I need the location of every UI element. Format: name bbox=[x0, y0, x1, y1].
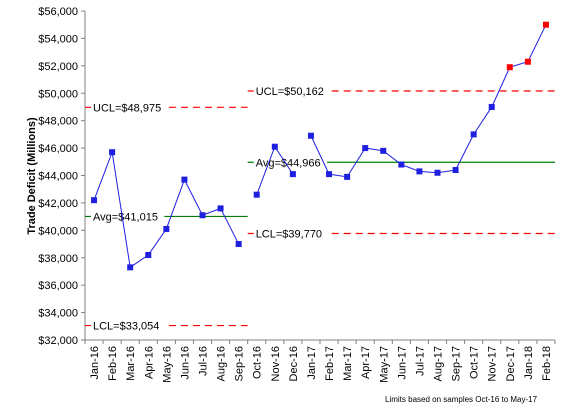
y-tick-label: $50,000 bbox=[38, 88, 78, 100]
x-tick-label: Feb-18 bbox=[541, 346, 553, 381]
data-point bbox=[181, 176, 188, 183]
y-tick-label: $38,000 bbox=[38, 253, 78, 265]
y-tick-label: $46,000 bbox=[38, 143, 78, 155]
x-tick-label: Sep-17 bbox=[451, 346, 463, 381]
x-tick-label: Dec-16 bbox=[288, 346, 300, 381]
data-point bbox=[145, 252, 152, 259]
x-tick-label: Apr-17 bbox=[360, 346, 372, 379]
data-point bbox=[217, 205, 224, 212]
x-axis: Jan-16 Feb-16 Mar-16 Apr-16 May-16 Jun-16 Jul-… bbox=[84, 339, 556, 383]
y-tick-label: $40,000 bbox=[38, 225, 78, 237]
data-point bbox=[235, 241, 242, 248]
y-tick-label: $36,000 bbox=[38, 280, 78, 292]
lcl-label: LCL=$39,770 bbox=[256, 228, 322, 240]
series-segment bbox=[310, 24, 547, 178]
x-tick-label: Mar-16 bbox=[125, 346, 137, 381]
y-tick-label: $44,000 bbox=[38, 171, 78, 183]
avg-label-bg bbox=[91, 208, 165, 224]
control-limits: UCL=$48,975 Avg=$41,015 LCL=$33,054 UCL=$50… bbox=[85, 83, 555, 333]
y-tick-label: $48,000 bbox=[38, 116, 78, 128]
y-tick-label: $42,000 bbox=[38, 198, 78, 210]
x-tick-label: May-17 bbox=[378, 346, 390, 383]
x-tick-label: Feb-17 bbox=[324, 346, 336, 381]
limits-note: Limits based on samples Oct-16 to May-17 bbox=[385, 395, 538, 404]
lcl-label-bg bbox=[253, 225, 327, 241]
data-point bbox=[271, 143, 278, 150]
signal-point bbox=[542, 21, 549, 28]
y-axis: $32,000 $34,000 $36,000 $38,000 $40,000 $42,0… bbox=[38, 6, 86, 347]
data-point bbox=[452, 167, 459, 174]
x-tick-label: Aug-17 bbox=[433, 346, 445, 381]
series-segment bbox=[256, 145, 294, 195]
data-point bbox=[488, 103, 495, 110]
ucl-label-bg bbox=[91, 99, 165, 115]
x-tick-label: Jun-17 bbox=[396, 346, 408, 380]
data-point bbox=[307, 132, 314, 139]
x-tick-label: Nov-17 bbox=[487, 346, 499, 381]
x-tick-label: Nov-16 bbox=[270, 346, 282, 381]
data-point bbox=[289, 171, 296, 178]
data-point bbox=[398, 161, 405, 168]
data-point bbox=[416, 168, 423, 175]
x-tick-label: Jun-16 bbox=[179, 346, 191, 380]
x-tick-label: Mar-17 bbox=[342, 346, 354, 381]
data-point bbox=[163, 225, 170, 232]
data-markers bbox=[91, 21, 549, 271]
data-point bbox=[253, 191, 260, 198]
y-tick-label: $52,000 bbox=[38, 61, 78, 73]
data-point bbox=[91, 197, 98, 204]
x-tick-label: Jul-17 bbox=[414, 346, 426, 376]
data-point bbox=[362, 145, 369, 152]
y-tick-label: $54,000 bbox=[38, 33, 78, 45]
data-point bbox=[127, 264, 134, 271]
ucl-label: UCL=$50,162 bbox=[256, 86, 324, 98]
avg-label: Avg=$41,015 bbox=[93, 211, 158, 223]
y-axis-label: Trade Deficit (Millions) bbox=[26, 117, 38, 235]
x-tick-label: Oct-16 bbox=[252, 346, 264, 379]
x-tick-label: Jan-18 bbox=[523, 346, 535, 380]
x-tick-label: Feb-16 bbox=[107, 346, 119, 381]
data-point bbox=[109, 149, 116, 156]
data-point bbox=[470, 131, 477, 138]
x-tick-label: Jan-17 bbox=[306, 346, 318, 380]
x-tick-label: Dec-17 bbox=[505, 346, 517, 381]
y-tick-label: $34,000 bbox=[38, 308, 78, 320]
ucl-label-bg bbox=[253, 83, 327, 99]
data-point bbox=[344, 173, 351, 180]
signal-point bbox=[524, 58, 531, 65]
y-tick-label: $32,000 bbox=[38, 335, 78, 347]
data-point bbox=[199, 212, 206, 219]
data-point bbox=[380, 147, 387, 154]
lcl-label-bg bbox=[91, 317, 165, 333]
x-tick-label: Jul-16 bbox=[198, 346, 210, 376]
avg-label-bg bbox=[253, 154, 327, 170]
x-tick-label: Apr-16 bbox=[143, 346, 155, 379]
lcl-label: LCL=$33,054 bbox=[93, 321, 159, 333]
ucl-label: UCL=$48,975 bbox=[93, 102, 161, 114]
y-tick-label: $56,000 bbox=[38, 6, 78, 18]
x-tick-label: Oct-17 bbox=[469, 346, 481, 379]
x-tick-label: Jan-16 bbox=[89, 346, 101, 380]
signal-point bbox=[506, 64, 513, 71]
x-tick-label: Sep-16 bbox=[234, 346, 246, 381]
data-point bbox=[326, 171, 333, 178]
x-tick-label: Aug-16 bbox=[216, 346, 228, 381]
avg-label: Avg=$44,966 bbox=[256, 157, 321, 169]
x-tick-label: May-16 bbox=[161, 346, 173, 383]
data-point bbox=[434, 169, 441, 176]
